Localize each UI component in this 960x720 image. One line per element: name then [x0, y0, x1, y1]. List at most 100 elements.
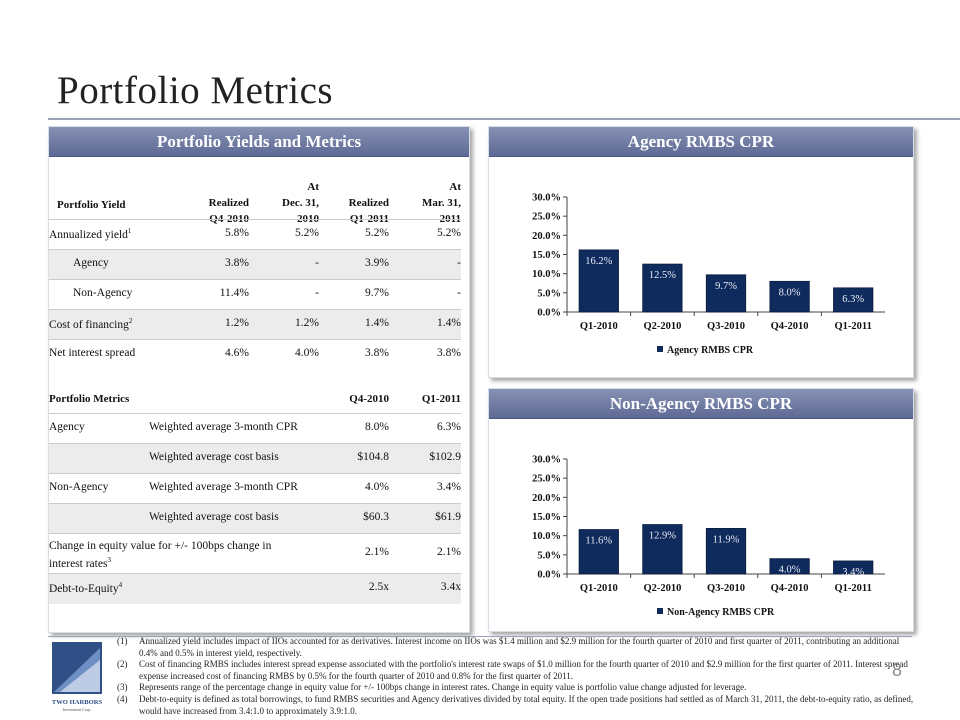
yield-col-header: Realized Q4-2010 — [169, 163, 249, 227]
yield-col-header-line: Realized — [348, 197, 389, 209]
bar-data-label: 3.4% — [842, 567, 864, 578]
bar-data-label: 11.9% — [713, 534, 740, 545]
table-cell-value: $102.9 — [429, 451, 461, 463]
yield-row-label: Agency — [73, 257, 109, 269]
table-row: Net interest spread 4.6% 4.0% 3.8% 3.8% — [49, 339, 461, 370]
nonagency-panel-header: Non-Agency RMBS CPR — [489, 389, 913, 419]
y-tick-label: 15.0% — [532, 512, 561, 523]
metrics-group-label: Agency — [49, 421, 85, 433]
footnote: (1) Annualized yield includes impact of I… — [117, 636, 917, 659]
x-tick-label: Q3-2010 — [707, 321, 745, 332]
logo-text: TWO HARBORS — [52, 699, 103, 706]
table-cell-value: - — [315, 287, 319, 299]
y-tick-label: 20.0% — [532, 231, 561, 242]
y-tick-label: 5.0% — [537, 550, 561, 561]
table-row: Annualized yield1 5.8% 5.2% 5.2% 5.2% — [49, 219, 461, 250]
table-row: Cost of financing2 1.2% 1.2% 1.4% 1.4% — [49, 309, 461, 340]
nonagency-cpr-chart: 0.0% 5.0% 10.0% 15.0% 20.0% 25.0% 30.0% 11.6% Q1… — [532, 455, 885, 618]
footnote-number: (3) — [117, 682, 128, 693]
footnotes: (1) Annualized yield includes impact of I… — [117, 636, 917, 717]
x-tick-label: Q1-2011 — [835, 583, 872, 594]
y-tick-label: 0.0% — [537, 308, 561, 319]
x-tick-label: Q2-2010 — [643, 583, 681, 594]
yield-col-header-line — [309, 179, 389, 195]
y-tick-label: 0.0% — [537, 570, 561, 581]
table-cell-value: 5.2% — [295, 227, 319, 239]
y-tick-label: 5.0% — [537, 288, 561, 299]
footer-rule — [48, 636, 912, 637]
x-tick-label: Q4-2010 — [771, 321, 809, 332]
footnote-number: (2) — [117, 659, 128, 670]
bar — [578, 529, 619, 575]
bar-data-label: 11.6% — [585, 536, 612, 547]
yield-row-label-text: Net interest spread — [49, 347, 136, 359]
footnote: (4) Debt-to-equity is defined as total bo… — [117, 694, 917, 717]
page-title: Portfolio Metrics — [57, 69, 334, 112]
metrics-col-header: Q4-2010 — [349, 393, 389, 405]
footnote-text: Represents range of the percentage chang… — [139, 682, 747, 693]
y-tick-label: 10.0% — [532, 531, 561, 542]
yield-row-label: Cost of financing2 — [49, 317, 132, 331]
logo-subtext: Investment Corp. — [62, 707, 91, 712]
footnote-ref: 1 — [127, 227, 132, 235]
y-tick-label: 10.0% — [532, 269, 561, 280]
table-cell-value: $60.3 — [363, 511, 389, 523]
yield-col-header-line: At — [449, 181, 461, 193]
legend-label: Non-Agency RMBS CPR — [667, 607, 775, 618]
footnote-text: Cost of financing RMBS includes interest… — [139, 659, 908, 681]
footnote: (3) Represents range of the percentage ch… — [117, 682, 917, 694]
yield-row-label-text: Non-Agency — [73, 287, 133, 299]
metrics-col-header: Q1-2011 — [421, 393, 461, 405]
yield-row-label-text: Cost of financing — [49, 318, 129, 331]
table-cell-value: $61.9 — [435, 511, 461, 523]
table-cell-value: 2.1% — [365, 546, 389, 558]
x-tick-label: Q1-2010 — [580, 583, 618, 594]
table-row: Agency 3.8% - 3.9% - — [49, 249, 461, 280]
footnote-number: (4) — [117, 693, 128, 704]
nonagency-panel: Non-Agency RMBS CPR 0.0% 5.0% 10.0% 15.0% 20… — [488, 388, 914, 632]
bar-data-label: 12.5% — [649, 270, 676, 281]
y-tick-label: 30.0% — [532, 455, 561, 466]
table-row: Non-Agency 11.4% - 9.7% - — [49, 279, 461, 310]
yield-col-header-line — [309, 163, 389, 179]
yield-col-header-line — [239, 163, 319, 179]
yields-panel-header: Portfolio Yields and Metrics — [49, 127, 469, 157]
yield-row-label: Annualized yield1 — [49, 227, 131, 241]
table-cell-value: 6.3% — [437, 421, 461, 433]
title-rule — [48, 118, 960, 120]
footnote-ref: 4 — [118, 581, 123, 589]
table-cell-value: - — [315, 257, 319, 269]
legend-swatch — [657, 346, 663, 352]
bar-data-label: 4.0% — [779, 565, 801, 576]
bar — [833, 560, 874, 575]
table-row: Agency Weighted average 3-month CPR 8.0% 6.… — [49, 413, 461, 444]
footnote-text: Annualized yield includes impact of IIOs… — [139, 636, 900, 658]
bar-data-label: 9.7% — [715, 281, 737, 292]
metrics-header-label: Portfolio Metrics — [49, 393, 130, 405]
y-tick-label: 25.0% — [532, 474, 561, 485]
yield-col-header-line: Dec. 31, — [282, 197, 319, 209]
x-tick-label: Q1-2011 — [835, 321, 872, 332]
table-cell-value: - — [457, 287, 461, 299]
table-cell-value: 3.4x — [440, 581, 461, 593]
bar-data-label: 12.9% — [649, 531, 676, 542]
company-logo: TWO HARBORS Investment Corp. — [50, 642, 104, 712]
footnote: (2) Cost of financing RMBS includes inter… — [117, 659, 917, 682]
equity-row-label-line2: interest rates3 — [49, 556, 111, 570]
table-cell-value: 3.4% — [437, 481, 461, 493]
bar — [642, 263, 683, 313]
x-tick-label: Q2-2010 — [643, 321, 681, 332]
table-cell-value: 2.5x — [368, 581, 389, 593]
metrics-group-label: Non-Agency — [49, 481, 109, 493]
page-number: 8 — [892, 660, 903, 680]
agency-cpr-chart: 0.0% 5.0% 10.0% 15.0% 20.0% 25.0% 30.0% 16.2% Q1… — [532, 193, 885, 356]
bar — [833, 287, 874, 313]
bar-data-label: 6.3% — [842, 294, 864, 305]
yield-col-header-line: At — [307, 181, 319, 193]
yield-col-header: At Mar. 31, 2011 — [381, 163, 461, 227]
y-tick-label: 25.0% — [532, 212, 561, 223]
equity-row-label-text: interest rates — [49, 557, 108, 570]
table-cell-value: 1.2% — [295, 317, 319, 329]
yield-table-header: Realized Q4-2010 At Dec. 31, 2010 Realized Q… — [49, 163, 469, 225]
agency-panel-header: Agency RMBS CPR — [489, 127, 913, 157]
